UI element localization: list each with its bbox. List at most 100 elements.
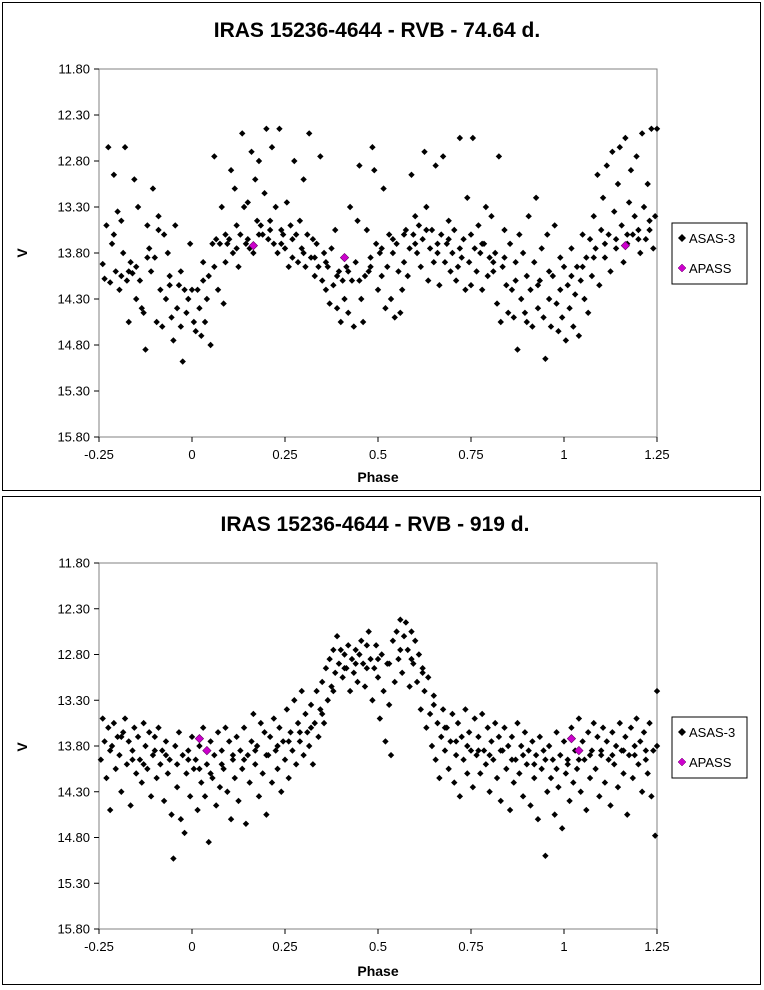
asas3-data-point — [609, 751, 616, 759]
asas3-data-point — [166, 272, 173, 280]
asas3-data-point — [144, 765, 151, 773]
asas3-data-point — [170, 337, 177, 344]
asas3-data-point — [205, 272, 212, 280]
asas3-data-point — [627, 167, 635, 174]
asas3-data-point — [393, 240, 400, 247]
asas3-data-point — [532, 751, 540, 759]
asas3-data-point — [196, 742, 203, 750]
asas3-data-point — [133, 295, 140, 303]
asas3-data-point — [274, 742, 281, 750]
asas3-data-point — [190, 765, 198, 773]
asas3-data-point — [640, 203, 648, 211]
asas3-data-point — [594, 171, 601, 178]
asas3-data-point — [181, 829, 188, 837]
asas3-data-point — [283, 199, 291, 206]
asas3-data-point — [99, 260, 106, 268]
asas3-data-point — [119, 249, 127, 257]
asas3-data-point — [168, 811, 175, 818]
asas3-data-point — [207, 341, 214, 349]
asas3-data-point — [159, 323, 166, 330]
asas3-data-point — [229, 751, 237, 759]
asas3-data-point — [177, 268, 185, 275]
asas3-data-point — [289, 254, 296, 261]
asas3-data-point — [307, 254, 315, 261]
asas3-data-point — [300, 751, 307, 759]
asas3-data-point — [551, 222, 558, 229]
asas3-data-point — [560, 263, 568, 270]
asas3-data-point — [185, 295, 192, 303]
asas3-data-point — [333, 272, 341, 280]
asas3-data-point — [345, 268, 352, 275]
asas3-data-point — [226, 236, 233, 243]
asas3-data-point — [642, 236, 650, 243]
asas3-data-point — [599, 194, 607, 201]
asas3-data-point — [105, 144, 112, 151]
asas3-data-point — [445, 217, 452, 224]
asas3-data-point — [523, 318, 530, 326]
y-tick-label: 12.80 — [57, 647, 90, 662]
asas3-data-point — [519, 751, 527, 759]
x-tick-label: 0.75 — [458, 447, 483, 462]
asas3-data-point — [376, 249, 384, 257]
asas3-data-point — [622, 733, 629, 741]
asas3-data-point — [540, 314, 547, 321]
asas3-data-point — [603, 162, 610, 169]
asas3-data-point — [478, 240, 486, 247]
asas3-data-point — [557, 751, 564, 759]
asas3-data-point — [451, 779, 458, 786]
asas3-data-point — [333, 305, 341, 312]
asas3-data-point — [529, 323, 536, 330]
x-tick-label: 0.75 — [458, 939, 483, 954]
asas3-data-point — [144, 222, 151, 229]
asas3-data-point — [235, 263, 242, 270]
asas3-data-point — [281, 245, 289, 252]
asas3-data-point — [350, 323, 358, 330]
asas3-data-point — [590, 254, 597, 261]
asas3-data-point — [212, 802, 220, 809]
asas3-data-point — [356, 651, 363, 658]
asas3-data-point — [469, 134, 477, 142]
asas3-data-point — [564, 282, 571, 289]
asas3-data-point — [458, 254, 465, 261]
asas3-data-point — [588, 272, 596, 280]
x-tick-label: 1.25 — [644, 447, 669, 462]
x-tick-label: 0.5 — [369, 447, 387, 462]
asas3-data-point — [389, 236, 397, 243]
asas3-data-point — [484, 272, 491, 280]
asas3-data-point — [162, 751, 170, 759]
asas3-data-point — [501, 226, 508, 234]
asas3-data-point — [445, 236, 452, 243]
asas3-data-point — [151, 254, 158, 261]
asas3-data-point — [547, 774, 555, 782]
y-axis: 11.80 12.30 12.80 13.30 13.80 14.30 14.80 15.30… — [57, 62, 99, 445]
asas3-data-point — [358, 295, 365, 303]
y-tick-label: 11.80 — [58, 556, 90, 571]
asas3-data-point — [527, 802, 534, 809]
asas3-data-point — [211, 153, 218, 160]
asas3-data-point — [497, 797, 504, 805]
asas3-data-point — [298, 245, 305, 252]
asas3-series — [99, 125, 661, 365]
asas3-data-point — [521, 729, 529, 736]
asas3-data-point — [519, 249, 527, 257]
asas3-data-point — [406, 245, 413, 252]
asas3-data-point — [188, 286, 196, 293]
asas3-data-point — [322, 259, 330, 266]
asas3-data-point — [512, 259, 519, 266]
asas3-data-point — [218, 203, 225, 211]
asas3-data-point — [638, 788, 646, 795]
asas3-data-point — [227, 816, 235, 823]
asas3-data-point — [425, 277, 432, 284]
asas3-data-point — [412, 240, 419, 247]
asas3-data-point — [499, 263, 506, 270]
x-tick-label: 0 — [188, 447, 195, 462]
asas3-data-point — [579, 263, 586, 270]
asas3-data-point — [118, 217, 125, 224]
asas3-data-point — [116, 286, 123, 293]
asas3-data-point — [239, 130, 246, 137]
asas3-data-point — [549, 756, 557, 763]
asas3-data-point — [581, 295, 588, 303]
y-axis: 11.80 12.30 12.80 13.30 13.80 14.30 14.80 15.30… — [57, 556, 99, 937]
asas3-data-point — [118, 272, 125, 280]
asas3-data-point — [162, 295, 170, 303]
